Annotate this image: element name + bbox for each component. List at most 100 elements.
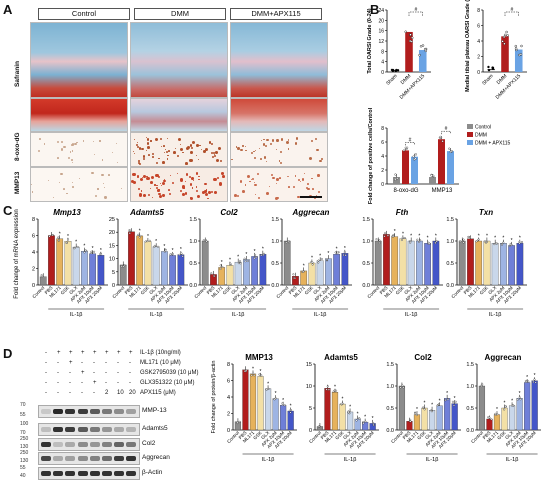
y-axis-label: Fold change of positive cells/Control xyxy=(368,107,374,204)
stain-dot xyxy=(60,172,63,175)
significance-mark: * xyxy=(364,415,366,421)
legend-label: Control xyxy=(475,125,491,131)
y-tick-label: 1.0 xyxy=(362,239,370,245)
data-point xyxy=(519,398,522,401)
blot-band xyxy=(77,427,88,432)
stain-dot xyxy=(97,188,99,190)
data-point xyxy=(265,388,268,391)
data-point xyxy=(334,251,337,254)
micrograph-dmm-apx115-overview xyxy=(230,22,328,98)
data-point xyxy=(281,404,284,406)
y-tick-label: 0.0 xyxy=(446,283,454,289)
stain-dot xyxy=(240,148,243,152)
stain-dot xyxy=(190,183,193,186)
legend-swatch xyxy=(467,140,473,145)
stain-dot xyxy=(219,160,222,163)
bar-dmm-apx115 xyxy=(418,50,427,72)
chart-title: Col2 xyxy=(220,208,238,217)
il-1b-label: IL-1β xyxy=(150,312,163,318)
significance-mark: * xyxy=(83,244,85,250)
significance-mark: * xyxy=(172,248,174,254)
data-point xyxy=(402,386,405,389)
y-tick-label: 0.5 xyxy=(466,406,474,412)
data-point xyxy=(409,240,412,242)
y-tick-label: 8 xyxy=(381,49,384,55)
bar-apx-20-m xyxy=(451,403,458,431)
stain-dot xyxy=(56,141,59,144)
stain-dot xyxy=(204,190,208,193)
stain-dot xyxy=(315,194,317,196)
treatment-mark: - xyxy=(45,350,47,356)
data-point xyxy=(444,399,447,402)
y-tick-label: 15 xyxy=(306,362,312,368)
data-point xyxy=(396,69,400,72)
y-tick-label: 10 xyxy=(109,257,115,263)
treatment-mark: - xyxy=(81,360,83,366)
treatment-mark: 10 xyxy=(117,390,124,396)
data-point xyxy=(503,42,506,45)
data-point xyxy=(452,400,454,403)
stain-dot xyxy=(172,151,176,154)
stain-dot xyxy=(142,157,145,160)
stain-dot xyxy=(317,191,320,193)
treatment-mark: - xyxy=(129,370,131,376)
data-point xyxy=(496,413,499,416)
bar-ml171 xyxy=(249,373,257,431)
stain-dot xyxy=(72,143,75,146)
il-1b-label: IL-1β xyxy=(489,312,502,318)
stain-dot xyxy=(270,173,274,177)
data-point xyxy=(462,241,465,244)
il-1b-label: IL-1β xyxy=(506,457,519,463)
stain-dot xyxy=(287,175,290,178)
chart-title: Adamts5 xyxy=(324,353,358,362)
stain-dot xyxy=(117,162,119,164)
data-point xyxy=(484,240,486,243)
stain-dot xyxy=(138,193,142,197)
bar-glx xyxy=(346,411,354,431)
bar-gsk xyxy=(257,376,264,431)
il-1b-label: IL-1β xyxy=(232,312,245,318)
treatment-mark: - xyxy=(57,360,59,366)
blot-band xyxy=(65,409,76,414)
il-1b-label: IL-1β xyxy=(426,457,439,463)
data-point xyxy=(401,384,404,387)
y-tick-label: 6 xyxy=(227,379,230,385)
stain-dot xyxy=(215,153,217,155)
treatment-mark: - xyxy=(117,380,119,386)
stain-dot xyxy=(198,176,200,178)
data-point xyxy=(414,412,417,415)
stain-dot xyxy=(101,174,104,177)
data-point xyxy=(375,238,378,241)
data-point xyxy=(65,241,68,244)
stain-dot xyxy=(67,156,70,159)
stain-dot xyxy=(189,143,193,147)
stain-dot xyxy=(179,147,183,151)
x-tick-label: PBS xyxy=(206,285,216,295)
stain-dot xyxy=(196,144,199,147)
data-point xyxy=(317,259,320,262)
stain-dot xyxy=(140,147,144,151)
x-tick-label: GSK xyxy=(222,285,233,296)
stain-dot xyxy=(213,151,216,154)
data-point xyxy=(459,240,462,243)
bar-ml171 xyxy=(475,240,483,286)
stain-dot xyxy=(71,158,74,161)
stain-dot xyxy=(195,190,199,193)
treatment-label: GSK2795039 (10 μM) xyxy=(140,370,199,376)
bar-gsk xyxy=(501,407,508,431)
significance-mark: * xyxy=(180,247,182,253)
bar-dmm-apx115 xyxy=(514,49,523,72)
x-tick-label: PBS xyxy=(288,285,298,295)
data-point xyxy=(237,262,240,265)
data-point xyxy=(204,239,207,241)
data-point xyxy=(318,425,320,428)
data-point xyxy=(416,238,419,241)
significance-mark: * xyxy=(303,263,305,269)
significance-mark: * xyxy=(282,398,284,404)
stain-dot xyxy=(195,172,199,175)
stain-dot xyxy=(309,156,313,160)
bar-pbs xyxy=(48,235,55,286)
bar-mmp13-2 xyxy=(447,151,454,184)
chart-protein-adamts5: Adamts5051015ControlPBS*ML171*GSK*GLX*AP… xyxy=(306,353,379,463)
